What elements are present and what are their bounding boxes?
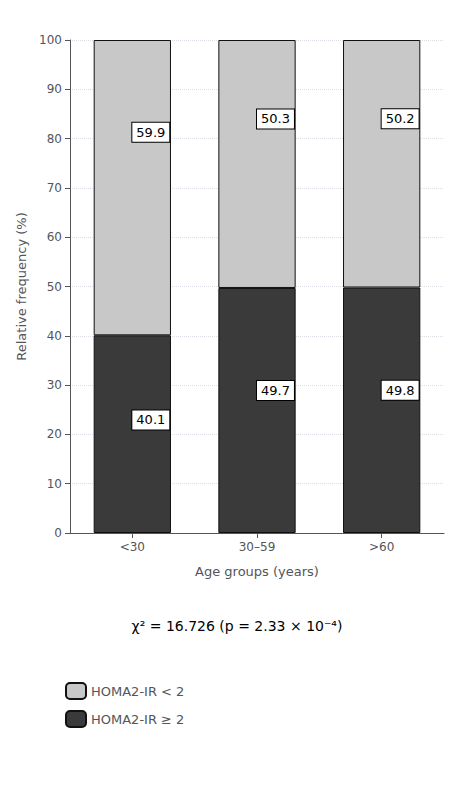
svg-text:40.1: 40.1 (136, 412, 165, 427)
svg-text:HOMA2-IR < 2: HOMA2-IR < 2 (91, 684, 184, 699)
svg-text:>60: >60 (369, 540, 394, 554)
svg-text:70: 70 (47, 181, 62, 195)
svg-text:<30: <30 (120, 540, 145, 554)
svg-text:49.8: 49.8 (386, 383, 415, 398)
svg-text:30–59: 30–59 (239, 540, 276, 554)
svg-text:0: 0 (54, 526, 62, 540)
svg-text:49.7: 49.7 (261, 383, 290, 398)
svg-text:40: 40 (47, 329, 62, 343)
svg-text:Age groups (years): Age groups (years) (195, 564, 319, 579)
svg-text:50.2: 50.2 (386, 111, 415, 126)
svg-text:HOMA2-IR ≥ 2: HOMA2-IR ≥ 2 (91, 712, 184, 727)
svg-text:50.3: 50.3 (261, 111, 290, 126)
svg-text:30: 30 (47, 378, 62, 392)
svg-text:Relative frequency (%): Relative frequency (%) (14, 212, 29, 360)
svg-text:10: 10 (47, 477, 62, 491)
svg-text:90: 90 (47, 82, 62, 96)
svg-text:80: 80 (47, 132, 62, 146)
svg-text:100: 100 (39, 33, 62, 47)
svg-text:60: 60 (47, 230, 62, 244)
svg-text:50: 50 (47, 280, 62, 294)
svg-text:59.9: 59.9 (136, 125, 165, 140)
svg-text:20: 20 (47, 427, 62, 441)
svg-text:χ² = 16.726 (p = 2.33 × 10⁻⁴): χ² = 16.726 (p = 2.33 × 10⁻⁴) (132, 618, 343, 634)
